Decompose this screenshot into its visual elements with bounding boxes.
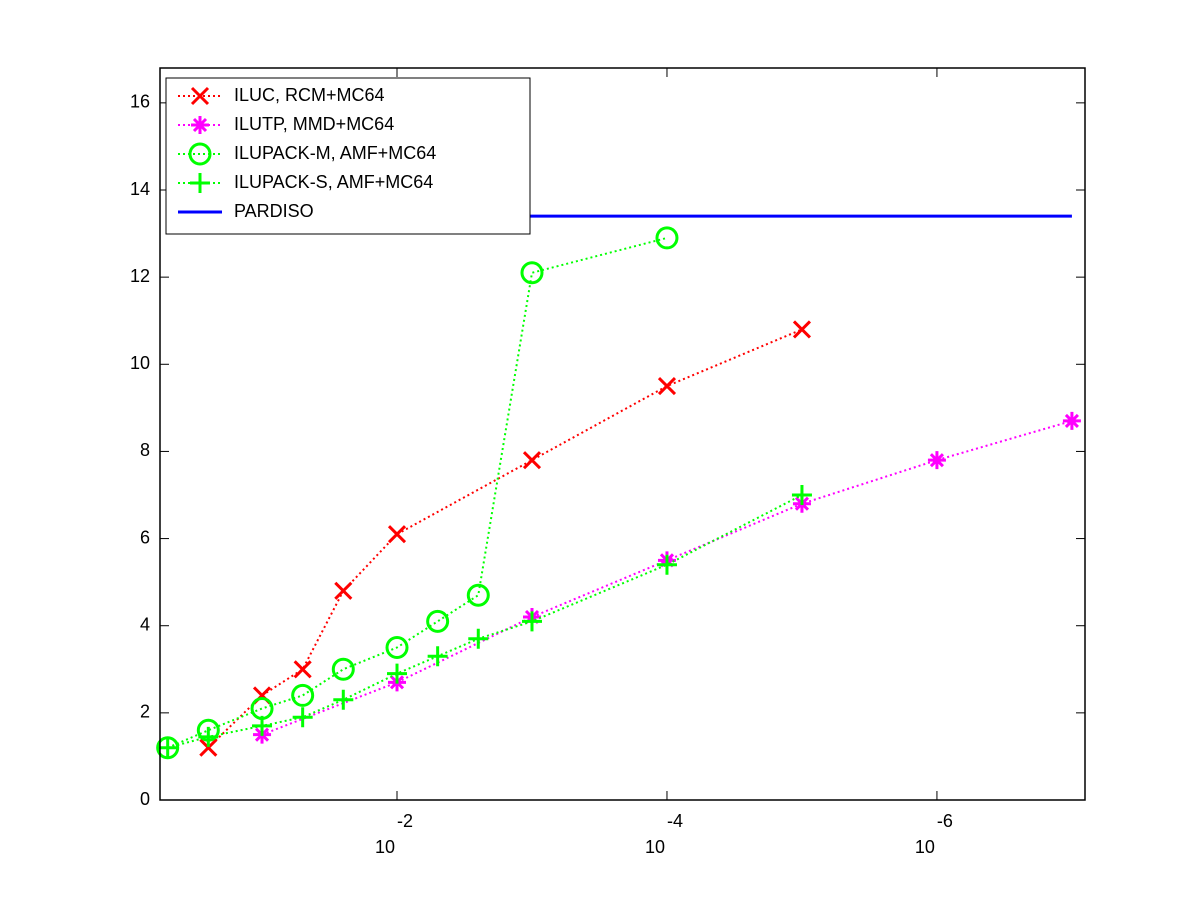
data-point	[791, 485, 812, 505]
data-point	[792, 320, 812, 339]
y-tick-label: 14	[130, 179, 150, 199]
x-tick-label: 10	[645, 837, 665, 857]
data-point	[466, 583, 490, 607]
data-point	[291, 683, 315, 707]
data-point	[199, 738, 218, 757]
legend-marker	[191, 116, 209, 134]
data-point	[468, 628, 489, 649]
y-tick-label: 8	[140, 440, 150, 460]
series-line	[207, 328, 803, 749]
series-line	[167, 236, 668, 749]
data-point	[331, 657, 355, 681]
data-point	[522, 451, 542, 470]
series	[199, 320, 812, 757]
x-tick-label: 10	[915, 837, 935, 857]
legend-label: ILUC, RCM+MC64	[234, 85, 385, 105]
y-tick-label: 12	[130, 266, 150, 286]
data-point	[292, 707, 313, 728]
data-point	[387, 525, 407, 544]
legend-label: ILUTP, MMD+MC64	[234, 114, 394, 134]
series-line	[167, 494, 803, 749]
x-tick-exponent: -4	[667, 811, 683, 831]
x-tick-exponent: -2	[397, 811, 413, 831]
legend-label: PARDISO	[234, 201, 314, 221]
legend-marker	[190, 86, 210, 106]
legend: ILUC, RCM+MC64 ILUTP, MMD+MC64 ILUPACK-M, …	[165, 77, 531, 235]
data-point	[387, 663, 408, 684]
y-tick-label: 10	[130, 353, 150, 373]
data-point	[385, 636, 409, 659]
data-point	[927, 451, 946, 470]
data-point	[657, 377, 677, 396]
x-tick-exponent: -6	[937, 811, 953, 831]
data-point	[198, 726, 219, 747]
legend-marker	[188, 142, 212, 166]
data-point	[426, 609, 450, 633]
data-point	[521, 611, 542, 632]
data-point	[520, 261, 544, 285]
legend-marker	[190, 173, 210, 193]
data-point	[334, 581, 353, 600]
data-point	[157, 737, 178, 758]
legend-label: ILUPACK-S, AMF+MC64	[234, 172, 433, 192]
series	[157, 485, 812, 758]
data-point	[252, 715, 273, 736]
data-point	[656, 554, 677, 575]
legend-label: ILUPACK-M, AMF+MC64	[234, 143, 436, 163]
data-point	[1062, 411, 1081, 430]
data-point	[293, 660, 312, 679]
data-point	[427, 646, 448, 667]
y-tick-label: 0	[140, 789, 150, 809]
y-tick-label: 4	[140, 614, 150, 634]
y-tick-label: 16	[130, 92, 150, 112]
axes-box	[159, 67, 1086, 801]
data-point	[655, 226, 679, 250]
y-tick-label: 6	[140, 527, 150, 547]
y-tick-label: 2	[140, 702, 150, 722]
data-point	[333, 689, 354, 710]
legend-box	[165, 77, 531, 235]
x-tick-label: 10	[375, 837, 395, 857]
